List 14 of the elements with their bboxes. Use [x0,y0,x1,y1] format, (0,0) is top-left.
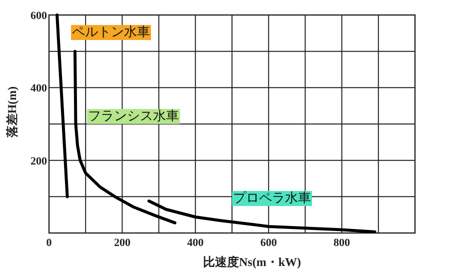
x-tick-label: 400 [187,237,204,249]
y-tick-label: 600 [30,10,48,22]
y-axis-title: 落差H(m) [5,86,19,139]
annotation: プロペラ水車 [233,191,311,206]
annotation: ペルトン水車 [72,25,150,40]
annotation: フランシス水車 [88,109,179,124]
x-tick-label: 600 [260,237,278,249]
line-series [73,50,176,224]
x-axis-title: 比速度Ns(m・kW) [203,255,301,269]
x-tick-label: 800 [334,237,351,249]
y-tick-label: 400 [30,82,48,95]
x-tick-label: 200 [114,237,131,249]
x-tick-label: 0 [46,237,52,249]
y-tick-label: 200 [30,155,48,168]
